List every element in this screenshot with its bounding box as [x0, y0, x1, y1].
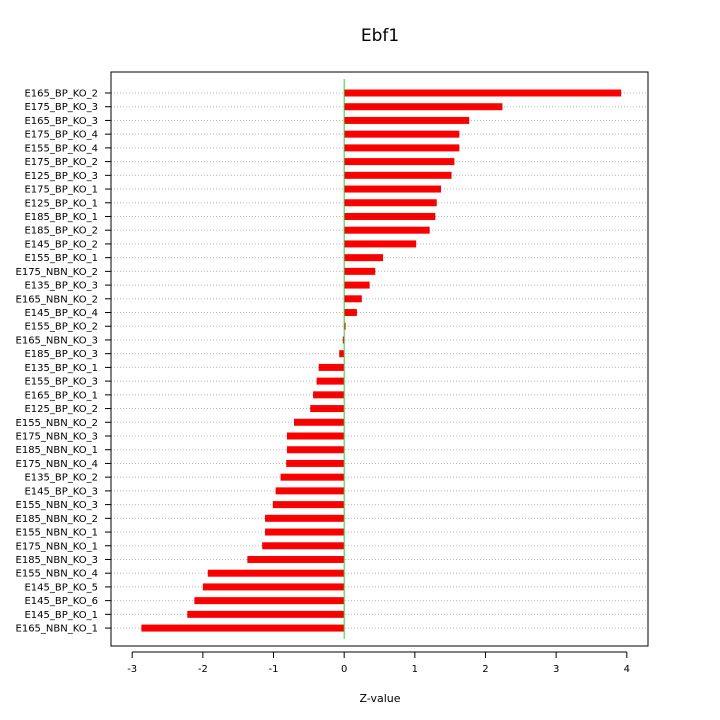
- category-label: E145_BP_KO_1: [24, 610, 98, 621]
- category-label: E155_NBN_KO_2: [16, 418, 98, 429]
- bar: [316, 377, 345, 385]
- bar: [344, 254, 384, 262]
- category-label: E145_BP_KO_2: [24, 239, 98, 250]
- category-label: E165_BP_KO_2: [24, 89, 98, 100]
- category-label: E145_BP_KO_5: [24, 582, 98, 593]
- category-label: E165_BP_KO_1: [24, 390, 98, 401]
- x-tick-label: 4: [624, 664, 630, 675]
- category-label: E175_BP_KO_1: [24, 185, 98, 196]
- category-label: E155_BP_KO_4: [24, 143, 98, 154]
- category-label: E135_BP_KO_1: [24, 363, 98, 374]
- x-tick-label: 1: [412, 664, 418, 675]
- category-label: E165_NBN_KO_3: [16, 335, 98, 346]
- category-label: E155_BP_KO_3: [24, 377, 98, 388]
- x-tick-label: 0: [341, 664, 347, 675]
- category-label: E145_BP_KO_6: [24, 596, 98, 607]
- x-tick-label: -2: [198, 664, 208, 675]
- category-label: E185_NBN_KO_3: [16, 555, 98, 566]
- bars: [141, 89, 622, 632]
- category-label: E185_BP_KO_1: [24, 212, 98, 223]
- category-label: E175_BP_KO_3: [24, 102, 98, 113]
- x-axis-title: Z-value: [359, 692, 400, 705]
- category-label: E185_NBN_KO_2: [16, 514, 98, 525]
- category-label: E175_NBN_KO_4: [16, 459, 98, 470]
- category-label: E185_BP_KO_2: [24, 226, 98, 237]
- category-label: E145_BP_KO_3: [24, 486, 98, 497]
- bar: [344, 267, 376, 275]
- bar: [344, 144, 460, 152]
- bar: [294, 418, 345, 426]
- bar: [272, 501, 345, 509]
- x-tick-label: 2: [482, 664, 488, 675]
- bar: [313, 391, 345, 399]
- bar: [141, 624, 345, 632]
- category-labels: E165_BP_KO_2 E175_BP_KO_3 E165_BP_KO_3 E175…: [16, 89, 111, 635]
- chart-title: Ebf1: [361, 26, 399, 46]
- category-label: E125_BP_KO_1: [24, 198, 98, 209]
- grid-lines: [111, 92, 648, 629]
- x-tick-label: -3: [127, 664, 137, 675]
- category-label: E165_NBN_KO_1: [16, 624, 98, 635]
- x-tick-label: 3: [553, 664, 559, 675]
- category-label: E175_NBN_KO_1: [16, 541, 98, 552]
- category-label: E155_BP_KO_2: [24, 322, 98, 333]
- category-label: E155_NBN_KO_3: [16, 500, 98, 511]
- bar: [344, 130, 460, 138]
- bar: [265, 528, 345, 536]
- category-label: E135_BP_KO_3: [24, 281, 98, 292]
- bar: [344, 171, 452, 179]
- category-label: E165_BP_KO_3: [24, 116, 98, 127]
- category-label: E175_NBN_KO_3: [16, 432, 98, 443]
- category-label: E125_BP_KO_2: [24, 404, 98, 415]
- bar: [344, 212, 436, 220]
- category-label: E145_BP_KO_4: [24, 308, 98, 319]
- category-label: E125_BP_KO_3: [24, 171, 98, 182]
- category-label: E175_BP_KO_4: [24, 130, 98, 141]
- category-label: E165_NBN_KO_2: [16, 294, 98, 305]
- x-axis: -3 -2 -1 0 1 2 3 4: [127, 651, 630, 675]
- category-label: E185_BP_KO_3: [24, 349, 98, 360]
- category-label: E185_NBN_KO_1: [16, 445, 98, 456]
- category-label: E155_BP_KO_1: [24, 253, 98, 264]
- x-tick-label: -1: [269, 664, 279, 675]
- category-label: E175_BP_KO_2: [24, 157, 98, 168]
- bar: [344, 158, 455, 166]
- category-label: E175_NBN_KO_2: [16, 267, 98, 278]
- plot-frame: [110, 71, 649, 647]
- bar: [265, 514, 345, 522]
- category-label: E135_BP_KO_2: [24, 473, 98, 484]
- bar: [280, 473, 345, 481]
- category-label: E155_NBN_KO_4: [16, 569, 98, 580]
- category-label: E155_NBN_KO_1: [16, 528, 98, 539]
- bar: [344, 103, 503, 111]
